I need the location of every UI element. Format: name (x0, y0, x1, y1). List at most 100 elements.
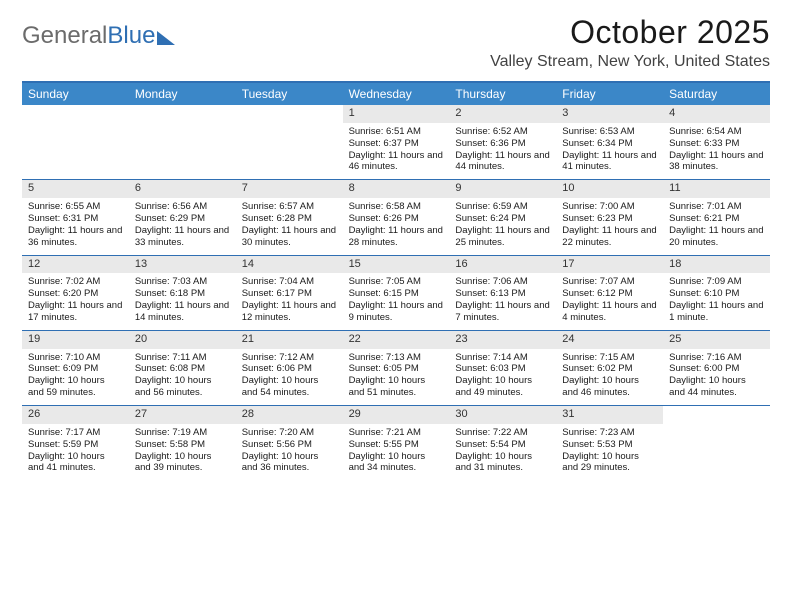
day-number: 3 (556, 105, 663, 123)
daylight-line: Daylight: 11 hours and 36 minutes. (28, 225, 123, 249)
calendar-week: 19Sunrise: 7:10 AMSunset: 6:09 PMDayligh… (22, 330, 770, 405)
page-title: October 2025 (490, 14, 770, 51)
daylight-line: Daylight: 11 hours and 1 minute. (669, 300, 764, 324)
daylight-line: Daylight: 10 hours and 49 minutes. (455, 375, 550, 399)
daylight-line: Daylight: 11 hours and 25 minutes. (455, 225, 550, 249)
sunrise-line: Sunrise: 6:51 AM (349, 126, 444, 138)
calendar-cell: 29Sunrise: 7:21 AMSunset: 5:55 PMDayligh… (343, 406, 450, 480)
sunset-line: Sunset: 6:12 PM (562, 288, 657, 300)
daylight-line: Daylight: 11 hours and 41 minutes. (562, 150, 657, 174)
calendar-cell: 3Sunrise: 6:53 AMSunset: 6:34 PMDaylight… (556, 105, 663, 179)
calendar-week: 1Sunrise: 6:51 AMSunset: 6:37 PMDaylight… (22, 105, 770, 179)
calendar-cell: 2Sunrise: 6:52 AMSunset: 6:36 PMDaylight… (449, 105, 556, 179)
daylight-line: Daylight: 11 hours and 9 minutes. (349, 300, 444, 324)
weekday-header: SundayMondayTuesdayWednesdayThursdayFrid… (22, 83, 770, 105)
calendar-cell: 18 Sunrise: 7:09 AMSunset: 6:10 PMDayligh… (663, 256, 770, 330)
sunrise-line: Sunrise: 7:09 AM (669, 276, 764, 288)
day-details: Sunrise: 7:23 AMSunset: 5:53 PMDaylight:… (556, 424, 663, 481)
sunrise-line: Sunrise: 6:53 AM (562, 126, 657, 138)
calendar-cell: 4Sunrise: 6:54 AMSunset: 6:33 PMDaylight… (663, 105, 770, 179)
day-number: 12 (22, 256, 129, 274)
sunrise-line: Sunrise: 7:11 AM (135, 352, 230, 364)
calendar-cell: 26Sunrise: 7:17 AMSunset: 5:59 PMDayligh… (22, 406, 129, 480)
day-number: 10 (556, 180, 663, 198)
day-details: Sunrise: 6:52 AMSunset: 6:36 PMDaylight:… (449, 123, 556, 180)
sunset-line: Sunset: 6:10 PM (669, 288, 764, 300)
day-number: 23 (449, 331, 556, 349)
logo-sail-icon (157, 31, 175, 45)
sunset-line: Sunset: 6:36 PM (455, 138, 550, 150)
day-number: 5 (22, 180, 129, 198)
daylight-line: Daylight: 11 hours and 4 minutes. (562, 300, 657, 324)
day-number: 4 (663, 105, 770, 123)
calendar-cell: 6Sunrise: 6:56 AMSunset: 6:29 PMDaylight… (129, 180, 236, 254)
day-number: 30 (449, 406, 556, 424)
sunrise-line: Sunrise: 6:57 AM (242, 201, 337, 213)
calendar-cell: 30Sunrise: 7:22 AMSunset: 5:54 PMDayligh… (449, 406, 556, 480)
day-details: Sunrise: 7:13 AMSunset: 6:05 PMDaylight:… (343, 349, 450, 406)
sunset-line: Sunset: 6:26 PM (349, 213, 444, 225)
daylight-line: Daylight: 10 hours and 51 minutes. (349, 375, 444, 399)
day-number: 22 (343, 331, 450, 349)
sunrise-line: Sunrise: 7:05 AM (349, 276, 444, 288)
calendar-cell: 9Sunrise: 6:59 AMSunset: 6:24 PMDaylight… (449, 180, 556, 254)
sunset-line: Sunset: 6:09 PM (28, 363, 123, 375)
daylight-line: Daylight: 11 hours and 17 minutes. (28, 300, 123, 324)
sunrise-line: Sunrise: 7:07 AM (562, 276, 657, 288)
day-number: 25 (663, 331, 770, 349)
calendar-cell: 13Sunrise: 7:03 AMSunset: 6:18 PMDayligh… (129, 256, 236, 330)
day-number: 21 (236, 331, 343, 349)
calendar-cell: 21Sunrise: 7:12 AMSunset: 6:06 PMDayligh… (236, 331, 343, 405)
sunset-line: Sunset: 6:23 PM (562, 213, 657, 225)
calendar-page: GeneralBlue October 2025 Valley Stream, … (0, 0, 792, 480)
sunrise-line: Sunrise: 7:13 AM (349, 352, 444, 364)
day-number: 20 (129, 331, 236, 349)
sunrise-line: Sunrise: 7:21 AM (349, 427, 444, 439)
sunrise-line: Sunrise: 7:04 AM (242, 276, 337, 288)
calendar-week: 5Sunrise: 6:55 AMSunset: 6:31 PMDaylight… (22, 179, 770, 254)
day-details: Sunrise: 7:22 AMSunset: 5:54 PMDaylight:… (449, 424, 556, 481)
sunset-line: Sunset: 6:15 PM (349, 288, 444, 300)
calendar-cell (22, 105, 129, 179)
day-details: Sunrise: 7:10 AMSunset: 6:09 PMDaylight:… (22, 349, 129, 406)
day-number: 27 (129, 406, 236, 424)
sunrise-line: Sunrise: 6:55 AM (28, 201, 123, 213)
daylight-line: Daylight: 10 hours and 29 minutes. (562, 451, 657, 475)
day-details: Sunrise: 6:58 AMSunset: 6:26 PMDaylight:… (343, 198, 450, 255)
sunset-line: Sunset: 6:24 PM (455, 213, 550, 225)
calendar-cell: 12Sunrise: 7:02 AMSunset: 6:20 PMDayligh… (22, 256, 129, 330)
calendar-cell: 27Sunrise: 7:19 AMSunset: 5:58 PMDayligh… (129, 406, 236, 480)
day-number: 24 (556, 331, 663, 349)
day-number: 17 (556, 256, 663, 274)
calendar-week: 12Sunrise: 7:02 AMSunset: 6:20 PMDayligh… (22, 255, 770, 330)
day-number: 31 (556, 406, 663, 424)
day-details: Sunrise: 7:12 AMSunset: 6:06 PMDaylight:… (236, 349, 343, 406)
daylight-line: Daylight: 10 hours and 34 minutes. (349, 451, 444, 475)
weekday-label: Monday (129, 83, 236, 105)
sunset-line: Sunset: 6:13 PM (455, 288, 550, 300)
calendar-cell: 28Sunrise: 7:20 AMSunset: 5:56 PMDayligh… (236, 406, 343, 480)
day-details: Sunrise: 7:01 AMSunset: 6:21 PMDaylight:… (663, 198, 770, 255)
calendar-cell: 20Sunrise: 7:11 AMSunset: 6:08 PMDayligh… (129, 331, 236, 405)
day-details: Sunrise: 6:54 AMSunset: 6:33 PMDaylight:… (663, 123, 770, 180)
calendar-cell: 25Sunrise: 7:16 AMSunset: 6:00 PMDayligh… (663, 331, 770, 405)
header: GeneralBlue October 2025 Valley Stream, … (22, 14, 770, 71)
title-block: October 2025 Valley Stream, New York, Un… (490, 14, 770, 71)
day-details: Sunrise: 6:55 AMSunset: 6:31 PMDaylight:… (22, 198, 129, 255)
day-number: 11 (663, 180, 770, 198)
sunrise-line: Sunrise: 7:06 AM (455, 276, 550, 288)
sunset-line: Sunset: 6:00 PM (669, 363, 764, 375)
daylight-line: Daylight: 11 hours and 12 minutes. (242, 300, 337, 324)
day-number: 18 (663, 256, 770, 274)
logo-text-2: Blue (107, 22, 155, 50)
day-details: Sunrise: 6:53 AMSunset: 6:34 PMDaylight:… (556, 123, 663, 180)
day-details: Sunrise: 7:07 AMSunset: 6:12 PMDaylight:… (556, 273, 663, 330)
sunrise-line: Sunrise: 7:17 AM (28, 427, 123, 439)
calendar-cell: 1Sunrise: 6:51 AMSunset: 6:37 PMDaylight… (343, 105, 450, 179)
sunrise-line: Sunrise: 7:15 AM (562, 352, 657, 364)
calendar-cell: 14Sunrise: 7:04 AMSunset: 6:17 PMDayligh… (236, 256, 343, 330)
day-details: Sunrise: 7:20 AMSunset: 5:56 PMDaylight:… (236, 424, 343, 481)
weekday-label: Thursday (449, 83, 556, 105)
day-number: 6 (129, 180, 236, 198)
calendar-cell (236, 105, 343, 179)
